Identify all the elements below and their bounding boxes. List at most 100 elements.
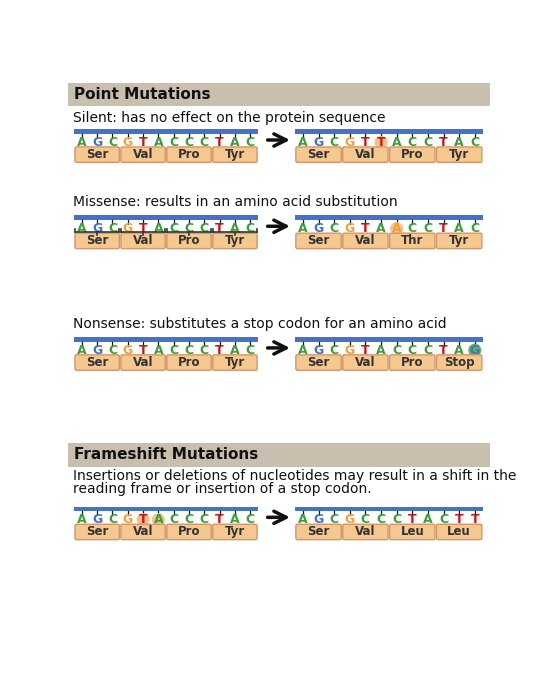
FancyBboxPatch shape xyxy=(213,147,257,163)
Text: A: A xyxy=(153,513,163,526)
Text: C: C xyxy=(408,222,417,235)
Text: Ser: Ser xyxy=(86,356,108,369)
Text: C: C xyxy=(200,136,209,149)
Text: C: C xyxy=(439,513,448,526)
Text: Ser: Ser xyxy=(307,235,330,248)
Text: Tyr: Tyr xyxy=(449,235,469,248)
Text: Pro: Pro xyxy=(401,148,424,161)
FancyBboxPatch shape xyxy=(75,525,119,540)
Text: Val: Val xyxy=(355,356,376,369)
Text: G: G xyxy=(122,136,133,149)
Text: reading frame or insertion of a stop codon.: reading frame or insertion of a stop cod… xyxy=(73,482,372,496)
Text: C: C xyxy=(169,513,178,526)
Text: C: C xyxy=(361,513,370,526)
Bar xyxy=(295,215,483,220)
Text: Nonsense: substitutes a stop codon for an amino acid: Nonsense: substitutes a stop codon for a… xyxy=(73,317,447,331)
Text: C: C xyxy=(470,136,479,149)
Bar xyxy=(68,83,490,106)
Text: A: A xyxy=(77,222,86,235)
Text: T: T xyxy=(408,513,417,526)
Text: A: A xyxy=(230,222,240,235)
Text: Val: Val xyxy=(133,235,153,248)
Text: Leu: Leu xyxy=(447,525,471,538)
Text: Val: Val xyxy=(355,148,376,161)
Text: A: A xyxy=(298,222,308,235)
Text: G: G xyxy=(345,222,355,235)
FancyBboxPatch shape xyxy=(121,525,165,540)
Text: T: T xyxy=(215,513,224,526)
FancyBboxPatch shape xyxy=(213,233,257,248)
FancyBboxPatch shape xyxy=(121,233,165,248)
Text: Stop: Stop xyxy=(444,356,474,369)
Text: A: A xyxy=(392,136,401,149)
FancyBboxPatch shape xyxy=(296,525,341,540)
Text: C: C xyxy=(246,136,255,149)
FancyBboxPatch shape xyxy=(436,355,482,370)
Text: C: C xyxy=(108,513,117,526)
Text: C: C xyxy=(184,513,194,526)
FancyBboxPatch shape xyxy=(436,147,482,163)
FancyBboxPatch shape xyxy=(75,147,119,163)
Circle shape xyxy=(469,345,480,356)
Text: T: T xyxy=(361,136,370,149)
Text: Thr: Thr xyxy=(401,235,423,248)
FancyBboxPatch shape xyxy=(296,233,341,248)
Text: C: C xyxy=(330,513,339,526)
Circle shape xyxy=(137,514,149,525)
Text: Pro: Pro xyxy=(178,148,200,161)
FancyBboxPatch shape xyxy=(213,355,257,370)
Text: C: C xyxy=(184,136,194,149)
Text: T: T xyxy=(215,136,224,149)
Text: A: A xyxy=(392,222,401,235)
Bar xyxy=(74,215,258,220)
Text: A: A xyxy=(298,513,308,526)
Circle shape xyxy=(391,223,403,235)
Text: C: C xyxy=(392,344,401,357)
Text: A: A xyxy=(230,136,240,149)
Text: C: C xyxy=(169,344,178,357)
Text: Ser: Ser xyxy=(86,525,108,538)
Text: T: T xyxy=(439,136,448,149)
Text: Point Mutations: Point Mutations xyxy=(74,87,211,102)
Text: A: A xyxy=(153,222,163,235)
Text: A: A xyxy=(230,344,240,357)
Text: A: A xyxy=(77,344,86,357)
Circle shape xyxy=(152,514,164,525)
Text: C: C xyxy=(246,344,255,357)
Text: C: C xyxy=(169,136,178,149)
Text: A: A xyxy=(153,344,163,357)
Text: T: T xyxy=(439,222,448,235)
Text: A: A xyxy=(298,344,308,357)
Text: A: A xyxy=(376,344,386,357)
Text: C: C xyxy=(184,344,194,357)
Text: C: C xyxy=(408,344,417,357)
Text: C: C xyxy=(470,222,479,235)
Text: T: T xyxy=(439,344,448,357)
Text: Frameshift Mutations: Frameshift Mutations xyxy=(74,448,258,462)
Bar xyxy=(295,129,483,134)
Text: Val: Val xyxy=(133,148,153,161)
Text: A: A xyxy=(153,136,163,149)
Text: T: T xyxy=(215,344,224,357)
Text: A: A xyxy=(423,513,432,526)
Text: C: C xyxy=(184,222,194,235)
Text: C: C xyxy=(200,513,209,526)
FancyBboxPatch shape xyxy=(167,233,211,248)
Text: Tyr: Tyr xyxy=(225,148,245,161)
Text: Pro: Pro xyxy=(178,525,200,538)
FancyBboxPatch shape xyxy=(390,525,435,540)
Text: G: G xyxy=(345,344,355,357)
Text: Ser: Ser xyxy=(86,235,108,248)
Text: T: T xyxy=(215,222,224,235)
FancyBboxPatch shape xyxy=(436,525,482,540)
Text: C: C xyxy=(246,222,255,235)
Text: Tyr: Tyr xyxy=(225,356,245,369)
Text: G: G xyxy=(313,513,324,526)
Text: G: G xyxy=(122,513,133,526)
Text: Leu: Leu xyxy=(400,525,424,538)
FancyBboxPatch shape xyxy=(75,233,119,248)
Text: C: C xyxy=(330,222,339,235)
Text: G: G xyxy=(345,136,355,149)
Bar xyxy=(68,444,490,466)
FancyBboxPatch shape xyxy=(343,233,388,248)
